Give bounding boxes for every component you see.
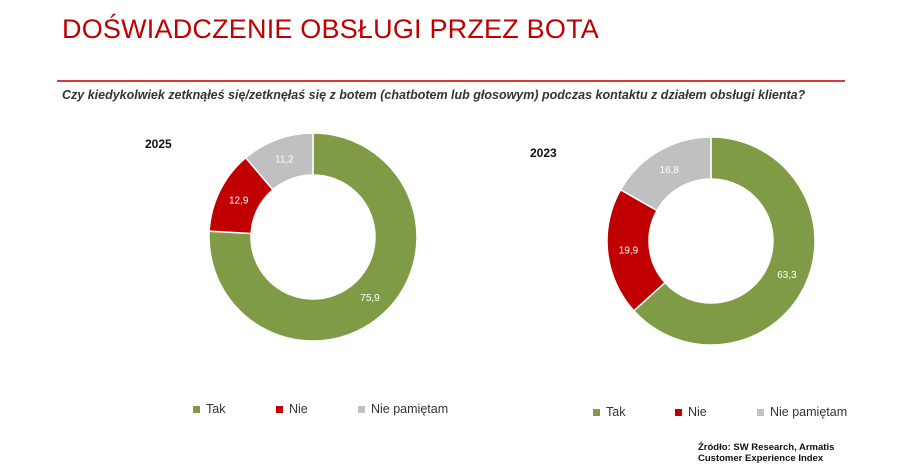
legend-swatch-tak [193,405,200,413]
legend-item-tak: Tak [593,405,625,419]
data-label-nie: 19,9 [619,246,639,257]
chart-2025-title: 2025 [145,137,172,151]
slice-tak [632,136,816,346]
source-note: Źródło: SW Research, Armatis Customer Ex… [698,442,834,464]
source-line-1: Źródło: SW Research, Armatis [698,442,835,453]
legend-swatch-nie [276,405,283,413]
legend-item-nie-pamietam: Nie pamiętam [757,405,847,419]
legend-label-tak: Tak [206,402,226,416]
chart-2023-title: 2023 [530,146,557,160]
title-divider [57,80,845,82]
legend-swatch-nie-pamietam [358,405,365,413]
survey-question: Czy kiedykolwiek zetknąłeś się/zetknęłaś… [62,88,806,102]
data-label-nie-pamietam: 11,2 [275,155,294,166]
legend-item-nie-pamietam: Nie pamiętam [358,402,448,416]
legend-label-tak: Tak [606,405,626,419]
slice-nie-pamietam [619,136,712,212]
legend-item-tak: Tak [193,402,225,416]
legend-swatch-tak [593,408,600,416]
data-label-tak: 75,9 [360,293,380,304]
legend-swatch-nie-pamietam [757,408,764,416]
legend-label-nie: Nie [688,405,707,419]
data-label-nie-pamietam: 16,8 [659,165,679,176]
legend-swatch-nie [675,408,682,416]
legend-item-nie: Nie [675,405,707,419]
slice-tak [208,132,418,342]
data-label-tak: 63,3 [777,270,797,281]
data-label-nie: 12,9 [229,196,249,207]
legend-label-nie-pamietam: Nie pamiętam [371,402,449,416]
donut-chart-2023: 63,3 19,9 16,8 [606,136,816,346]
donut-chart-2025: 75,9 12,9 11,2 [208,132,418,342]
legend-label-nie-pamietam: Nie pamiętam [770,405,848,419]
source-line-2: Customer Experience Index [698,453,824,464]
legend-label-nie: Nie [289,402,308,416]
legend-item-nie: Nie [276,402,308,416]
page-title: DOŚWIADCZENIE OBSŁUGI PRZEZ BOTA [62,14,599,44]
slice-nie-pamietam [244,132,314,191]
